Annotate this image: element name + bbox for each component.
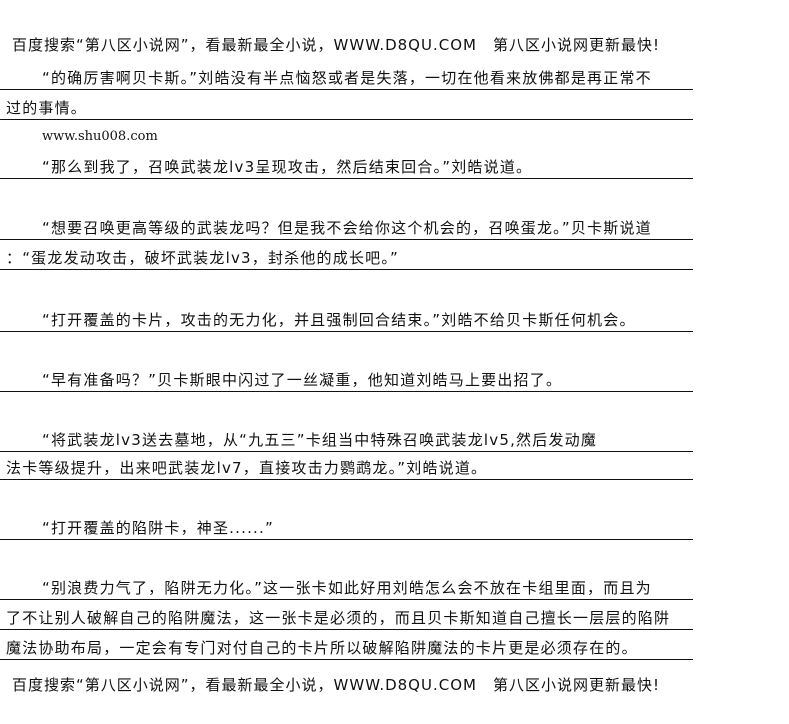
text-line: ：“蛋龙发动攻击，破坏武装龙lv3，封杀他的成长吧。” <box>0 248 693 270</box>
text-line: 魔法协助布局，一定会有专门对付自己的卡片所以破解陷阱魔法的卡片更是必须存在的。 <box>0 638 693 660</box>
header-banner: 百度搜索“第八区小说网”，看最新最全小说，WWW.D8QU.COM 第八区小说网… <box>12 36 660 54</box>
text-line: 过的事情。 <box>0 98 693 120</box>
text-line: “打开覆盖的卡片，攻击的无力化，并且强制回合结束。”刘皓不给贝卡斯任何机会。 <box>0 310 693 332</box>
footer-banner: 百度搜索“第八区小说网”，看最新最全小说，WWW.D8QU.COM 第八区小说网… <box>12 676 660 694</box>
text-line: “想要召唤更高等级的武装龙吗？但是我不会给你这个机会的，召唤蛋龙。”贝卡斯说道 <box>0 218 693 240</box>
text-line: “的确厉害啊贝卡斯。”刘皓没有半点恼怒或者是失落，一切在他看来放佛都是再正常不 <box>0 68 693 90</box>
text-line: “打开覆盖的陷阱卡，神圣......” <box>0 518 693 540</box>
text-line: 了不让别人破解自己的陷阱魔法，这一张卡是必须的，而且贝卡斯知道自己擅长一层层的陷… <box>0 608 693 630</box>
source-url: www.shu008.com <box>42 129 158 144</box>
text-line: “早有准备吗？”贝卡斯眼中闪过了一丝凝重，他知道刘皓马上要出招了。 <box>0 370 693 392</box>
text-line: “将武装龙lv3送去墓地，从“九五三”卡组当中特殊召唤武装龙lv5,然后发动魔 <box>0 430 693 452</box>
text-line: “别浪费力气了，陷阱无力化。”这一张卡如此好用刘皓怎么会不放在卡组里面，而且为 <box>0 578 693 600</box>
text-line: 法卡等级提升，出来吧武装龙lv7，直接攻击力鹦鹉龙。”刘皓说道。 <box>0 458 693 480</box>
text-line: “那么到我了，召唤武装龙lv3呈现攻击，然后结束回合。”刘皓说道。 <box>0 157 693 179</box>
